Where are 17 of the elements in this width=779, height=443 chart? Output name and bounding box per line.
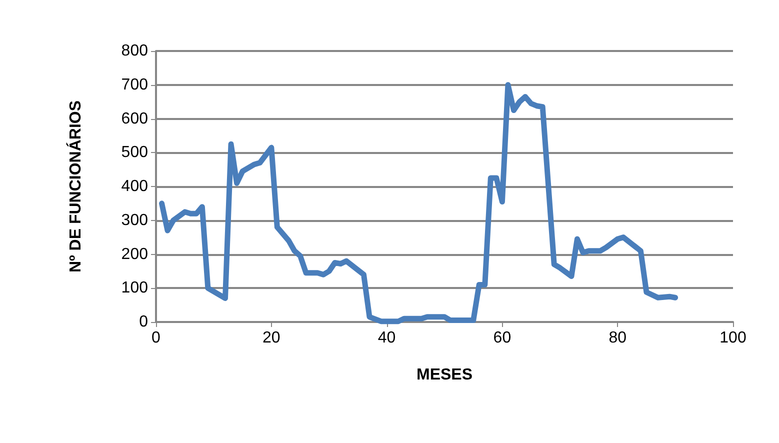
x-tick-label: 100 <box>720 330 746 346</box>
y-axis-title: Nº DE FUNCIONÁRIOS <box>66 100 84 273</box>
y-tick-label: 500 <box>121 144 148 162</box>
y-tick-label: 600 <box>121 110 148 128</box>
x-axis-title: MESES <box>416 366 473 384</box>
y-tick-label: 400 <box>121 178 148 195</box>
y-tick-label: 800 <box>121 42 148 60</box>
x-tick-label: 80 <box>608 330 627 346</box>
x-tick-label: 20 <box>262 330 280 346</box>
x-tick-label: 60 <box>493 330 512 346</box>
y-tick-label: 700 <box>121 76 148 94</box>
y-tick-label: 100 <box>121 280 148 297</box>
y-tick-label: 200 <box>121 246 148 263</box>
x-tick-label: 40 <box>378 330 396 346</box>
y-tick-label: 300 <box>121 212 148 229</box>
y-tick-label: 0 <box>139 314 148 330</box>
x-tick-label: 0 <box>152 330 161 346</box>
